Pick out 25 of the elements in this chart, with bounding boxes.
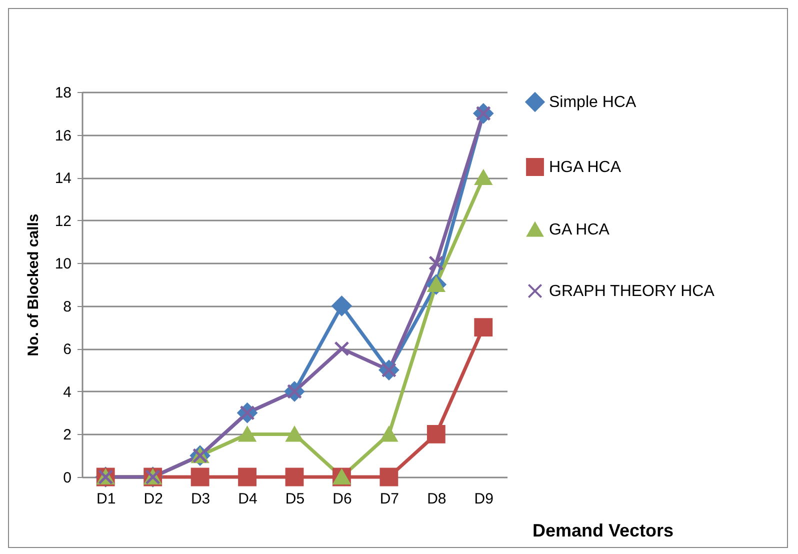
y-tick-label: 14: [54, 170, 72, 188]
legend-label: HGA HCA: [549, 159, 622, 176]
y-tick-label: 4: [63, 384, 72, 401]
x-tick-label: D3: [190, 490, 210, 508]
y-tick-label: 12: [54, 212, 72, 230]
y-tick-label: 10: [54, 256, 72, 273]
x-axis-title: Demand Vectors: [532, 520, 674, 540]
x-tick-label: D7: [380, 490, 400, 508]
x-tick-label: D5: [285, 490, 305, 508]
legend-label: Simple HCA: [549, 94, 636, 111]
x-tick-label: D9: [474, 490, 494, 508]
y-axis-title: No. of Blocked calls: [24, 214, 42, 356]
x-tick-label: D1: [96, 490, 116, 508]
y-tick-label: 0: [63, 470, 72, 486]
legend-label: GA HCA: [549, 222, 610, 238]
y-tick-label: 16: [54, 127, 72, 144]
legend-label: GRAPH THEORY HCA: [549, 283, 715, 300]
y-tick-label: 8: [63, 298, 72, 316]
y-tick-label: 18: [54, 84, 72, 102]
x-tick-label: D4: [238, 490, 258, 508]
x-tick-label: D6: [332, 490, 352, 508]
y-tick-label: 6: [63, 341, 72, 358]
x-tick-label: D2: [144, 490, 163, 508]
y-tick-label: 2: [63, 426, 72, 444]
x-tick-label: D8: [427, 490, 446, 508]
